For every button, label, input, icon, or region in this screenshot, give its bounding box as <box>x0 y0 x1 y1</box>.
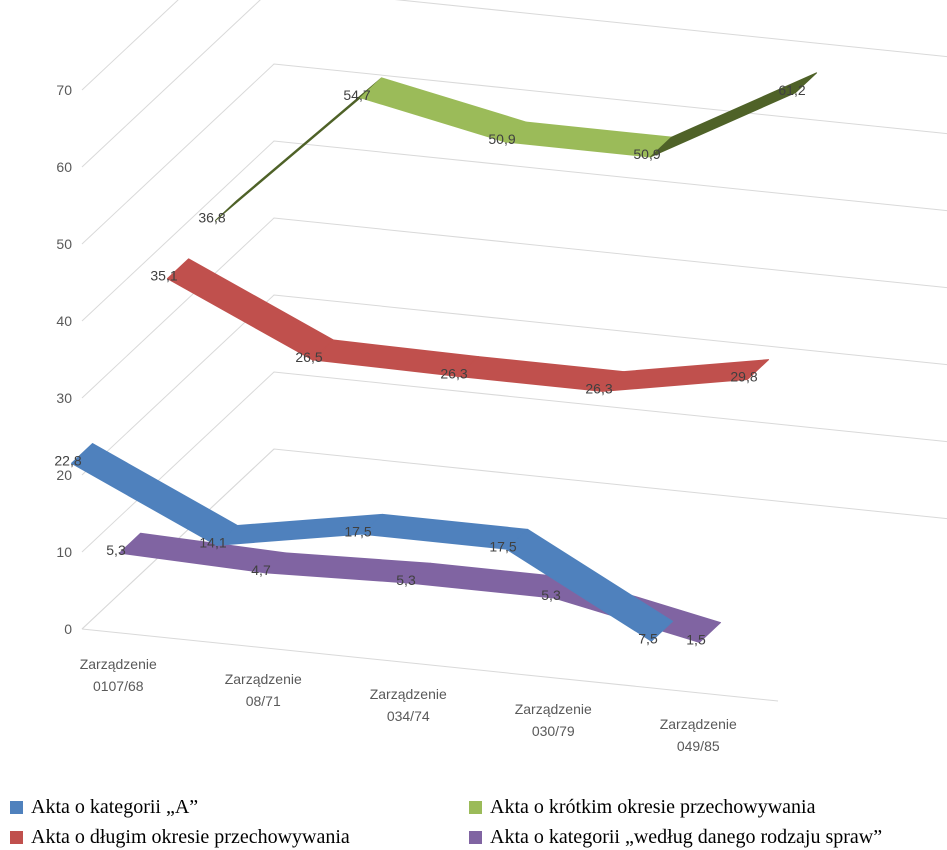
data-label: 54,7 <box>343 87 370 103</box>
data-label: 29,8 <box>730 369 757 385</box>
data-label: 14,1 <box>199 534 226 550</box>
data-label: 5,3 <box>106 542 126 558</box>
data-label: 26,3 <box>440 365 467 381</box>
data-label: 50,9 <box>488 131 515 147</box>
gridline <box>81 0 947 168</box>
legend: Akta o kategorii „A” Akta o długim okres… <box>0 788 947 850</box>
gridline <box>81 140 947 322</box>
data-label: 36,8 <box>198 210 225 226</box>
data-label: 26,5 <box>295 349 322 365</box>
data-label: 5,3 <box>396 572 416 588</box>
ribbon-segment <box>166 258 335 361</box>
gridlines <box>81 0 947 702</box>
data-label: 1,5 <box>686 631 706 647</box>
data-label: 50,9 <box>633 146 660 162</box>
gridline <box>81 217 947 399</box>
y-axis-ticks: 0 10 20 30 40 50 60 70 <box>56 82 72 637</box>
ribbon-segment <box>505 528 674 642</box>
legend-item-kategoria-a: Akta o kategorii „A” <box>10 796 198 819</box>
y-tick-label: 30 <box>56 390 72 406</box>
series-ribbon <box>70 443 674 642</box>
ribbon-segment <box>649 72 818 158</box>
legend-swatch-krotki-okres <box>469 801 482 814</box>
legend-label-rodzaj-spraw: Akta o kategorii „według danego rodzaju … <box>490 826 883 848</box>
legend-label-dlugi-okres: Akta o długim okresie przechowywania <box>31 826 350 848</box>
data-labels: 36,8 54,7 50,9 50,9 61,2 35,1 26,5 26,3 26,3 29,8… <box>54 82 805 648</box>
legend-swatch-kategoria-a <box>10 801 23 814</box>
legend-swatch-rodzaj-spraw <box>469 831 482 844</box>
legend-label-krotki-okres: Akta o krótkim okresie przechowywania <box>490 796 816 818</box>
data-label: 17,5 <box>489 538 516 554</box>
ribbon-segment <box>70 443 239 546</box>
data-label: 61,2 <box>778 82 805 98</box>
data-label: 17,5 <box>344 523 371 539</box>
series-ribbon <box>214 72 818 222</box>
data-label: 7,5 <box>638 630 658 646</box>
data-label: 35,1 <box>150 268 177 284</box>
x-axis-ticks: Zarządzenie 0107/68 Zarządzenie 08/71 Zarząd… <box>80 656 737 754</box>
x-tick-label: Zarządzenie 0107/68 <box>80 656 157 694</box>
x-tick-label: Zarządzenie 034/74 <box>370 686 447 724</box>
legend-label-kategoria-a: Akta o kategorii „A” <box>31 796 199 818</box>
legend-item-dlugi-okres: Akta o długim okresie przechowywania <box>10 826 350 849</box>
y-tick-label: 50 <box>56 236 72 252</box>
x-tick-label: Zarządzenie 030/79 <box>515 701 592 739</box>
legend-swatch-dlugi-okres <box>10 831 23 844</box>
floor-front-edge <box>81 628 779 702</box>
x-tick-label: Zarządzenie 049/85 <box>660 716 737 754</box>
series-ribbons <box>70 72 818 643</box>
data-label: 22,8 <box>54 452 81 468</box>
y-tick-label: 0 <box>64 621 72 637</box>
legend-item-rodzaj-spraw: Akta o kategorii „według danego rodzaju … <box>469 826 882 849</box>
data-label: 26,3 <box>585 380 612 396</box>
y-tick-label: 20 <box>56 467 72 483</box>
data-label: 4,7 <box>251 562 271 578</box>
y-tick-label: 40 <box>56 313 72 329</box>
gridline <box>81 0 179 91</box>
ribbon-segment <box>601 359 770 392</box>
legend-item-krotki-okres: Akta o krótkim okresie przechowywania <box>469 796 815 819</box>
x-tick-label: Zarządzenie 08/71 <box>225 671 302 709</box>
data-label: 5,3 <box>541 587 561 603</box>
y-tick-label: 10 <box>56 544 72 560</box>
gridline <box>81 294 947 476</box>
y-tick-label: 70 <box>56 82 72 98</box>
series-ribbon <box>166 258 770 392</box>
y-tick-label: 60 <box>56 159 72 175</box>
